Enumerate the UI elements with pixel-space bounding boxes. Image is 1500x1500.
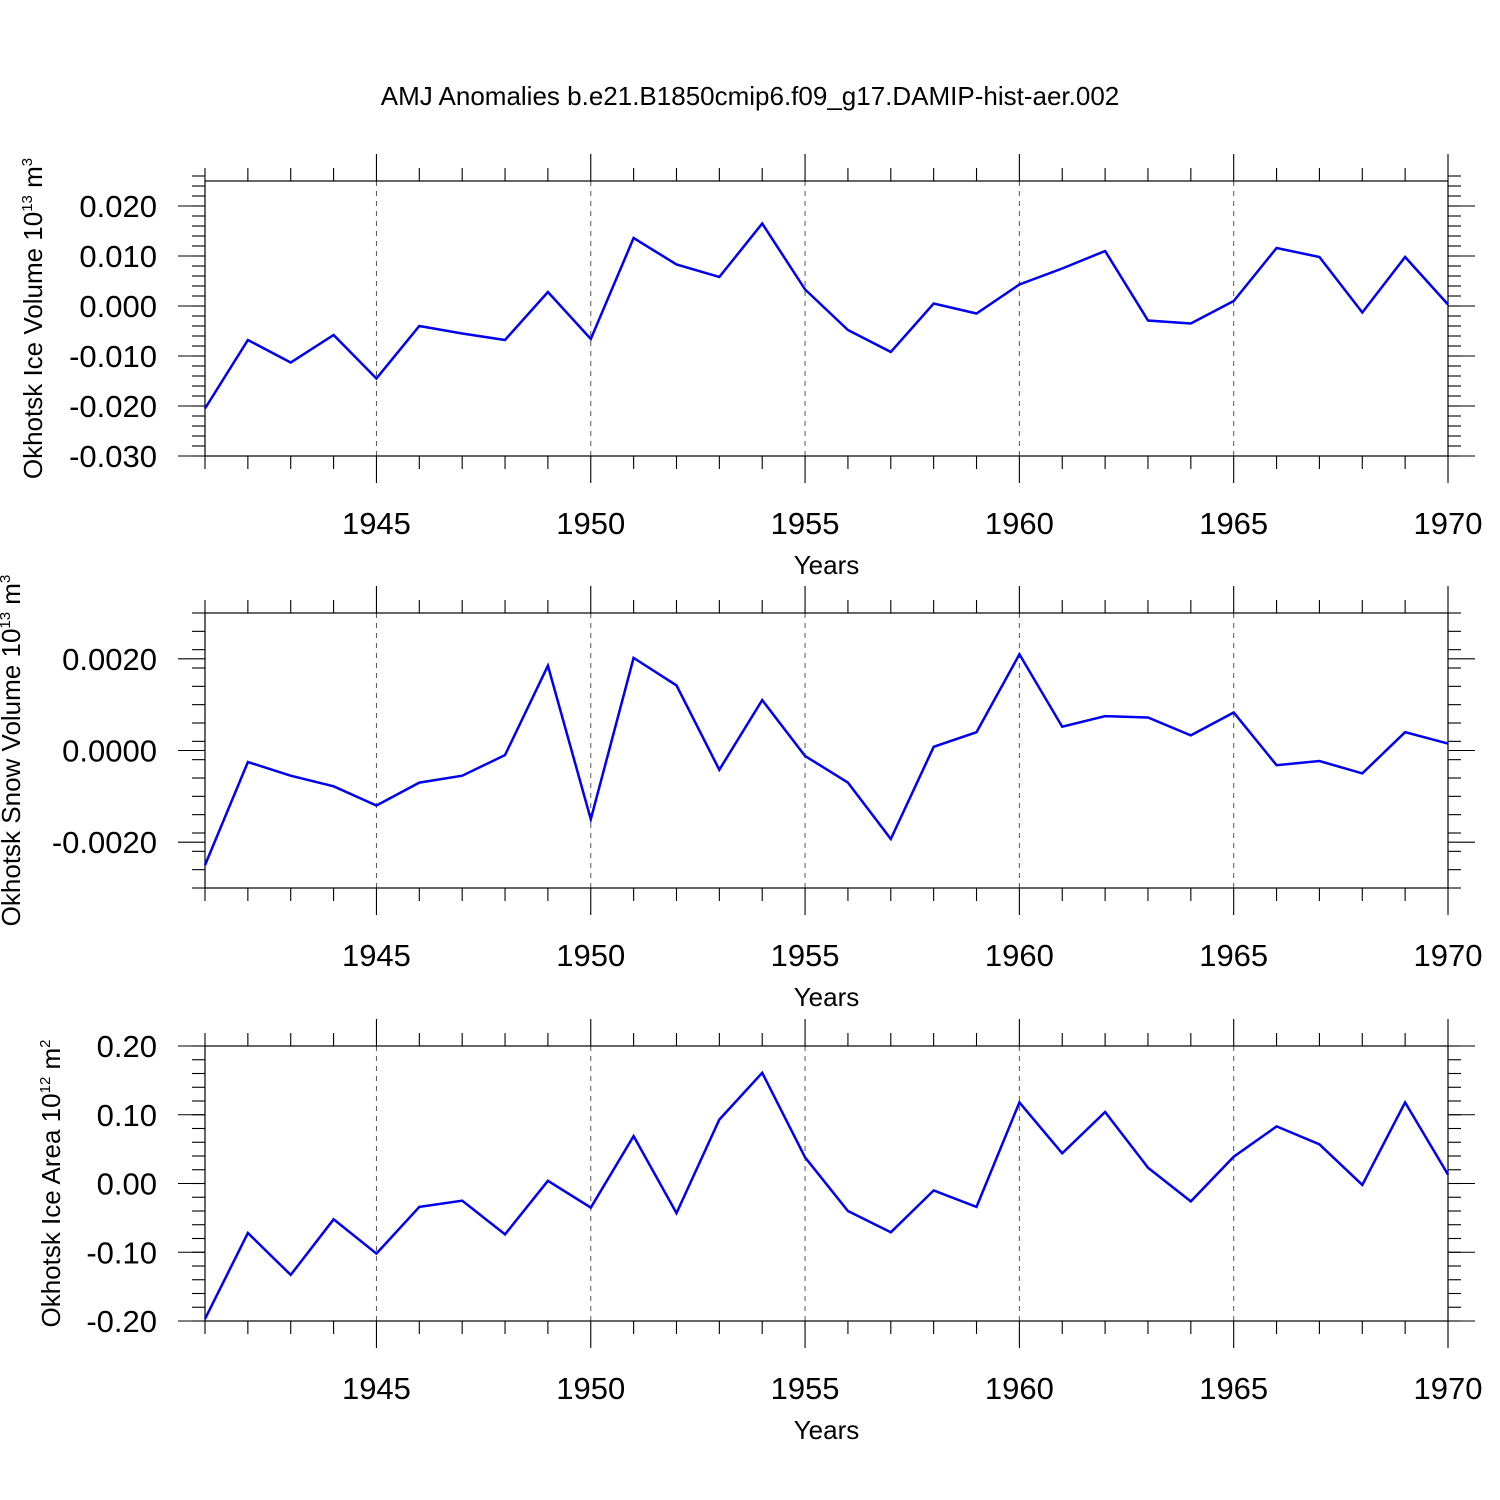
panel-3: -0.20 -0.10 0.00 0.10 0.20 1945 1950 1955 1960 19… bbox=[36, 1019, 1482, 1445]
y-axis-label: Okhotsk Snow Volume 1013 m3 bbox=[0, 575, 26, 927]
panel-2: -0.0020 0.0000 0.0020 1945 1950 1955 1960 1965 1… bbox=[0, 575, 1482, 1012]
y-tick-label: -0.020 bbox=[69, 389, 157, 424]
x-axis-label: Years bbox=[794, 1415, 860, 1445]
y-tick-label: -0.10 bbox=[86, 1235, 157, 1270]
y-tick-label: -0.030 bbox=[69, 439, 157, 474]
x-axis-label: Years bbox=[794, 550, 860, 580]
series-line bbox=[203, 221, 1449, 410]
chart-title: AMJ Anomalies b.e21.B1850cmip6.f09_g17.D… bbox=[381, 81, 1120, 111]
y-tick-label: -0.20 bbox=[86, 1304, 157, 1339]
y-tick-label: 0.00 bbox=[97, 1167, 157, 1202]
y-tick-label: 0.000 bbox=[79, 289, 157, 324]
x-axis-label: Years bbox=[794, 982, 860, 1012]
x-tick-label: 1970 bbox=[1414, 1371, 1483, 1406]
x-tick-label: 1955 bbox=[771, 506, 840, 541]
y-tick-label: 0.010 bbox=[79, 239, 157, 274]
x-tick-label: 1950 bbox=[556, 1371, 625, 1406]
x-tick-label: 1950 bbox=[556, 938, 625, 973]
x-tick-label: 1955 bbox=[771, 1371, 840, 1406]
x-tick-label: 1970 bbox=[1414, 506, 1483, 541]
x-tick-label: 1960 bbox=[985, 506, 1054, 541]
x-tick-label: 1955 bbox=[771, 938, 840, 973]
panel-1: -0.030 -0.020 -0.010 0.000 0.010 0.020 1945 195… bbox=[18, 154, 1482, 580]
series-line bbox=[203, 651, 1449, 866]
series-line bbox=[203, 1070, 1450, 1320]
x-tick-label: 1960 bbox=[985, 1371, 1054, 1406]
y-tick-label: 0.10 bbox=[97, 1098, 157, 1133]
x-tick-label: 1965 bbox=[1199, 1371, 1268, 1406]
x-tick-label: 1970 bbox=[1414, 938, 1483, 973]
x-tick-label: 1945 bbox=[342, 506, 411, 541]
x-tick-label: 1950 bbox=[556, 506, 625, 541]
y-tick-label: -0.0020 bbox=[52, 825, 157, 860]
x-tick-label: 1965 bbox=[1199, 938, 1268, 973]
y-tick-label: 0.0020 bbox=[62, 642, 157, 677]
x-tick-label: 1965 bbox=[1199, 506, 1268, 541]
y-tick-label: 0.020 bbox=[79, 189, 157, 224]
y-axis-label: Okhotsk Ice Area 1012 m2 bbox=[36, 1039, 66, 1327]
y-tick-label: 0.0000 bbox=[62, 734, 157, 769]
plot-frame bbox=[204, 180, 1449, 457]
x-tick-label: 1960 bbox=[985, 938, 1054, 973]
panels: -0.030 -0.020 -0.010 0.000 0.010 0.020 1945 195… bbox=[0, 154, 1482, 1445]
y-tick-label: -0.010 bbox=[69, 339, 157, 374]
y-tick-label: 0.20 bbox=[97, 1029, 157, 1064]
x-tick-label: 1945 bbox=[342, 1371, 411, 1406]
x-tick-label: 1945 bbox=[342, 938, 411, 973]
y-axis-label: Okhotsk Ice Volume 1013 m3 bbox=[18, 158, 48, 479]
